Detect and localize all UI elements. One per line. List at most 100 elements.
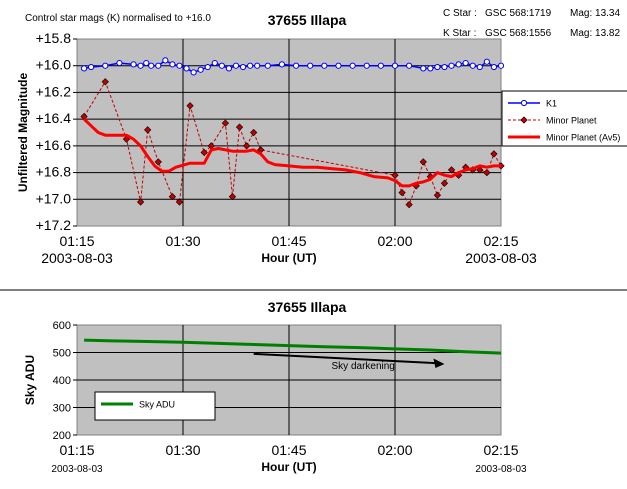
series-sky-adu (84, 338, 502, 355)
data-point (391, 62, 399, 69)
data-point (176, 62, 183, 69)
data-point (190, 69, 197, 76)
legend-marker (520, 116, 528, 124)
y-tick-label: +16.0 (36, 57, 72, 73)
data-point (264, 62, 271, 69)
data-point (349, 62, 356, 69)
x-date-right: 2003-08-03 (475, 464, 527, 475)
data-point (398, 188, 406, 197)
y-tick-label: +16.6 (36, 137, 72, 153)
data-point (420, 65, 427, 72)
y-tick-label: +15.8 (36, 30, 72, 46)
legend-label: Minor Planet (Av5) (546, 133, 620, 143)
data-point (462, 59, 469, 67)
data-point (143, 59, 150, 67)
data-point (406, 62, 413, 69)
y-tick-label: 300 (53, 403, 71, 415)
series-line (84, 338, 502, 355)
data-point (235, 123, 244, 131)
x-tick-label: 02:00 (377, 442, 412, 458)
data-point (80, 65, 88, 72)
legend-label: Minor Planet (546, 116, 597, 126)
data-point (363, 62, 370, 69)
data-point (441, 63, 448, 71)
x-tick-label: 01:45 (271, 233, 306, 249)
data-point (175, 198, 184, 206)
x-date-left: 2003-08-03 (41, 250, 113, 266)
y-tick-label: 200 (53, 430, 71, 442)
data-point (130, 61, 137, 68)
legend-label: K1 (546, 99, 557, 109)
k-star-id: GSC 568:1556 (485, 28, 552, 39)
data-point (154, 158, 162, 166)
data-point (148, 62, 155, 69)
y-tick-label: +16.4 (36, 110, 72, 126)
data-point (232, 62, 240, 69)
data-point (490, 150, 498, 158)
data-point (476, 166, 484, 174)
data-point (448, 62, 455, 69)
data-point (247, 62, 254, 69)
legend-marker (520, 99, 528, 107)
data-point (483, 168, 491, 177)
data-point (169, 61, 176, 68)
data-point (225, 65, 233, 72)
legend: K1 Minor Planet Minor Planet (Av5) (501, 90, 627, 147)
data-point (427, 65, 434, 72)
magnitude-chart: 37655 Illapa +15.8 +16.0 +16.2 +16.4 +16.6 +16… (16, 12, 627, 266)
data-point (440, 179, 449, 187)
data-point (144, 126, 152, 134)
annotation-text: Sky darkening (332, 361, 395, 372)
data-point (447, 166, 456, 174)
series-line (83, 80, 502, 206)
data-point (136, 198, 145, 206)
x-tick-label: 01:15 (59, 442, 94, 458)
data-point (218, 62, 225, 69)
x-tick-label: 01:30 (165, 442, 200, 458)
x-tick-label: 02:15 (483, 233, 518, 249)
data-point (278, 61, 286, 68)
x-axis-label: Hour (UT) (261, 251, 316, 265)
data-point (254, 62, 261, 69)
data-point (434, 63, 441, 71)
x-tick-label: 01:30 (165, 233, 200, 249)
chart-title: 37655 Illapa (268, 299, 347, 315)
series-minor-planet-av5- (83, 118, 501, 188)
data-point (102, 62, 109, 69)
data-point (335, 62, 342, 69)
sky-darkening-annotation: Sky darkening (253, 352, 445, 372)
data-point (116, 59, 123, 67)
series-k1 (80, 57, 505, 76)
data-point (228, 192, 237, 201)
x-tick-label: 01:15 (59, 233, 94, 249)
data-point (88, 63, 95, 71)
data-point (419, 158, 427, 166)
annotation-arrowhead (433, 358, 445, 369)
data-point (186, 102, 194, 110)
data-point (476, 63, 483, 71)
c-star-mag: Mag: 13.34 (570, 8, 620, 19)
legend-label: Sky ADU (139, 400, 175, 410)
data-point (405, 201, 413, 209)
data-point (490, 63, 498, 71)
data-point (211, 59, 218, 67)
normalisation-note: Control star mags (K) normalised to +16.… (25, 13, 211, 24)
c-star-label: C Star : (443, 8, 477, 19)
data-point (455, 61, 462, 68)
y-tick-label: 600 (53, 320, 71, 332)
k-star-mag: Mag: 13.82 (570, 28, 620, 39)
annotation-arrow-line (253, 352, 439, 365)
data-point (292, 62, 300, 69)
k-star-label: K Star : (443, 28, 476, 39)
x-tick-label: 02:00 (377, 233, 412, 249)
data-point (377, 62, 384, 69)
chart-title: 37655 Illapa (268, 12, 347, 28)
data-point (239, 63, 247, 71)
data-point (497, 62, 505, 69)
data-point (433, 191, 442, 199)
x-date-left: 2003-08-03 (51, 464, 103, 475)
data-point (469, 62, 476, 69)
data-point (200, 148, 208, 157)
